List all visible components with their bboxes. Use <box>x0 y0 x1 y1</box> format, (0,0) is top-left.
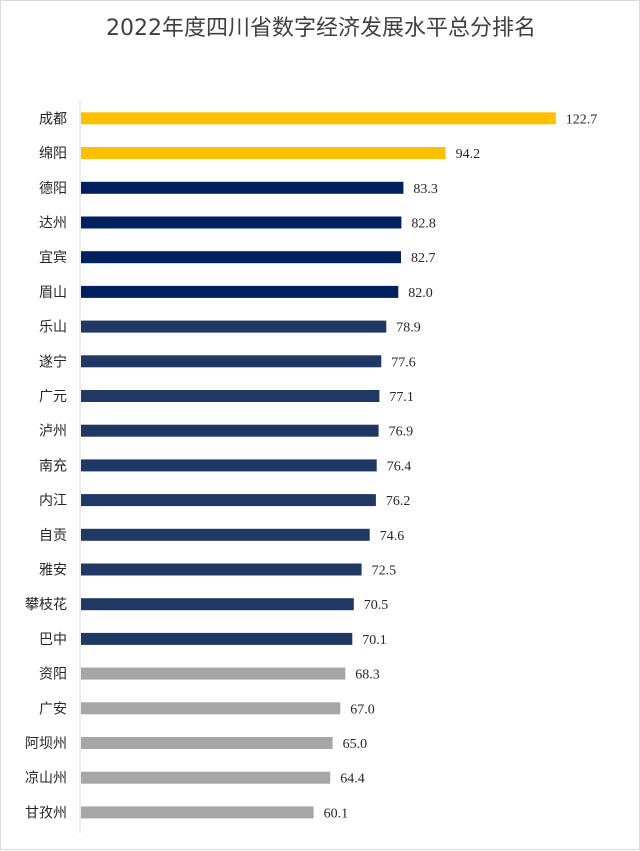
category-label-13: 雅安 <box>39 563 67 579</box>
category-label-5: 眉山 <box>39 285 67 301</box>
bar-3 <box>81 216 402 229</box>
bar-4 <box>81 251 401 264</box>
bar-18 <box>81 737 333 749</box>
value-label-11: 76.2 <box>386 494 411 509</box>
value-label-1: 94.2 <box>456 147 481 162</box>
category-label-9: 泸州 <box>39 424 67 440</box>
value-label-13: 72.5 <box>372 564 397 579</box>
value-label-20: 60.1 <box>324 806 349 821</box>
bar-6 <box>81 320 387 333</box>
value-label-14: 70.5 <box>364 598 389 613</box>
bar-16 <box>81 667 346 680</box>
value-label-17: 67.0 <box>350 702 375 717</box>
bar-9 <box>81 424 379 437</box>
category-label-16: 资阳 <box>39 667 67 683</box>
category-label-14: 攀枝花 <box>25 597 67 613</box>
value-label-16: 68.3 <box>355 668 380 683</box>
bar-7 <box>81 355 382 368</box>
value-label-18: 65.0 <box>343 737 368 752</box>
value-label-19: 64.4 <box>340 772 365 787</box>
category-label-11: 内江 <box>39 493 67 509</box>
value-labels: 122.7 94.2 83.3 82.8 82.7 82.0 78.9 77.6 77.1 76.… <box>324 112 598 821</box>
category-label-8: 广元 <box>39 389 67 405</box>
bar-5 <box>81 285 399 298</box>
value-label-8: 77.1 <box>389 390 414 405</box>
bar-20 <box>81 806 314 819</box>
value-label-3: 82.8 <box>411 217 436 232</box>
category-label-1: 绵阳 <box>39 145 67 162</box>
bar-8 <box>81 390 380 402</box>
value-label-10: 76.4 <box>387 459 412 474</box>
value-label-15: 70.1 <box>362 633 387 648</box>
bar-19 <box>81 771 331 784</box>
value-label-0: 122.7 <box>566 112 598 127</box>
category-label-3: 达州 <box>39 216 67 232</box>
value-label-5: 82.0 <box>408 286 433 301</box>
bar-17 <box>81 702 341 715</box>
bar-13 <box>81 563 362 576</box>
chart-title: 2022年度四川省数字经济发展水平总分排名 <box>106 16 536 41</box>
value-label-2: 83.3 <box>413 182 438 197</box>
value-label-12: 74.6 <box>380 529 405 544</box>
bar-10 <box>81 459 377 472</box>
category-label-19: 凉山州 <box>25 771 67 787</box>
category-label-4: 宜宾 <box>39 250 67 266</box>
category-label-2: 德阳 <box>39 181 67 197</box>
value-label-9: 76.9 <box>389 425 414 440</box>
category-label-6: 乐山 <box>39 320 67 336</box>
category-label-18: 阿坝州 <box>25 736 67 752</box>
category-label-7: 遂宁 <box>39 353 67 370</box>
category-label-15: 巴中 <box>39 632 67 648</box>
bar-14 <box>81 598 354 611</box>
bar-2 <box>81 181 404 194</box>
bar-12 <box>81 528 370 541</box>
category-labels: 成都绵阳德阳达州宜宾眉山乐山遂宁广元泸州南充内江自贡雅安攀枝花巴中资阳广安阿坝州… <box>25 111 67 821</box>
category-label-20: 甘孜州 <box>25 805 67 821</box>
bar-11 <box>81 494 376 507</box>
value-label-4: 82.7 <box>411 251 436 266</box>
bar-1 <box>81 147 446 159</box>
category-label-12: 自贡 <box>39 528 67 544</box>
value-label-6: 78.9 <box>396 321 421 336</box>
value-label-7: 77.6 <box>391 355 416 370</box>
bars-layer <box>81 112 556 819</box>
category-label-17: 广安 <box>39 701 67 717</box>
category-label-10: 南充 <box>39 458 67 474</box>
bar-0 <box>81 112 556 125</box>
bar-15 <box>81 632 353 645</box>
category-label-0: 成都 <box>39 111 67 127</box>
